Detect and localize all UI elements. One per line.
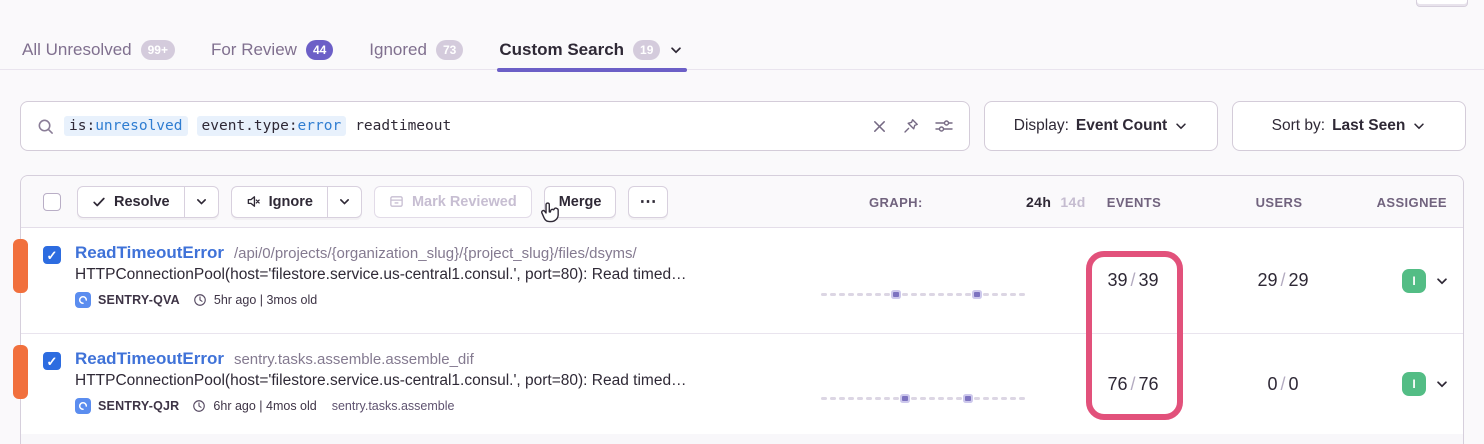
clear-search-icon[interactable] bbox=[872, 119, 887, 134]
issue-row[interactable]: ReadTimeoutError /api/0/projects/{organi… bbox=[13, 228, 1463, 333]
issue-age: 6hr ago | 4mos old bbox=[213, 399, 317, 413]
tab-count-badge: 44 bbox=[305, 40, 334, 60]
tab-count-badge: 99+ bbox=[140, 40, 175, 60]
tab-label: Custom Search bbox=[499, 40, 625, 59]
next-row-partial bbox=[21, 434, 1463, 444]
search-query[interactable]: is:unresolved event.type:error readtimeo… bbox=[64, 116, 451, 136]
issue-message: HTTPConnectionPool(host='filestore.servi… bbox=[75, 372, 687, 389]
chevron-down-icon bbox=[1174, 119, 1188, 133]
search-free-text[interactable]: readtimeout bbox=[355, 118, 452, 134]
archive-icon bbox=[389, 194, 404, 209]
resolve-split-button: Resolve bbox=[77, 185, 219, 218]
saved-search-tabs: All Unresolved 99+ For Review 44 Ignored… bbox=[22, 30, 688, 72]
row-checkbox[interactable] bbox=[43, 246, 61, 264]
resolve-dropdown-caret[interactable] bbox=[183, 186, 218, 217]
issue-culprit: sentry.tasks.assemble.assemble_dif bbox=[233, 351, 474, 368]
checkmark-icon bbox=[92, 195, 106, 209]
tab-label: For Review bbox=[210, 40, 297, 59]
more-actions-button[interactable]: ⋯ bbox=[628, 185, 669, 218]
tabbar-divider bbox=[0, 69, 1484, 70]
sort-dropdown[interactable]: Sort by: Last Seen bbox=[1232, 101, 1466, 151]
tab-count-badge: 19 bbox=[633, 40, 661, 60]
ignore-split-button: Ignore bbox=[230, 185, 362, 218]
display-label: Display: bbox=[1013, 117, 1069, 134]
assignee-selector[interactable]: I bbox=[1353, 268, 1463, 293]
graph-range-24h[interactable]: 24h bbox=[1026, 194, 1052, 210]
tab-custom-search[interactable]: Custom Search 19 bbox=[497, 30, 688, 72]
clock-icon bbox=[193, 293, 207, 307]
search-icon bbox=[37, 118, 54, 135]
issue-age: 5hr ago | 3mos old bbox=[213, 293, 318, 307]
assignee-avatar[interactable]: I bbox=[1402, 268, 1426, 293]
row-checkbox[interactable] bbox=[43, 352, 61, 370]
chevron-down-icon bbox=[1412, 119, 1426, 133]
issue-row[interactable]: ReadTimeoutError sentry.tasks.assemble.a… bbox=[13, 333, 1463, 434]
graph-range-14d[interactable]: 14d bbox=[1060, 194, 1086, 210]
tab-count-badge: 73 bbox=[435, 40, 464, 60]
search-builder-icon[interactable] bbox=[935, 118, 953, 134]
events-column-header: EVENTS bbox=[1106, 194, 1162, 210]
display-value: Event Count bbox=[1075, 117, 1168, 134]
tab-label: All Unresolved bbox=[22, 40, 132, 59]
mark-reviewed-button[interactable]: Mark Reviewed bbox=[373, 185, 532, 218]
issue-short-id[interactable]: SENTRY-QJR bbox=[98, 399, 180, 413]
events-count: 76/76 bbox=[1107, 373, 1159, 394]
merge-button[interactable]: Merge bbox=[543, 185, 617, 218]
events-sparkline bbox=[793, 292, 1053, 297]
users-count: 29/29 bbox=[1257, 270, 1309, 290]
sort-label: Sort by: bbox=[1271, 117, 1326, 134]
pin-search-icon[interactable] bbox=[903, 118, 919, 134]
select-all-checkbox[interactable] bbox=[43, 192, 61, 211]
display-dropdown[interactable]: Display: Event Count bbox=[984, 101, 1218, 151]
issue-search-bar[interactable]: is:unresolved event.type:error readtimeo… bbox=[20, 101, 970, 151]
tab-ignored[interactable]: Ignored 73 bbox=[369, 30, 464, 70]
events-sparkline bbox=[793, 395, 1053, 401]
resolve-button[interactable]: Resolve bbox=[78, 187, 184, 217]
issue-title-link[interactable]: ReadTimeoutError bbox=[75, 243, 224, 262]
sort-value: Last Seen bbox=[1332, 117, 1406, 134]
tab-label: Ignored bbox=[369, 40, 427, 59]
chevron-down-icon[interactable] bbox=[1435, 377, 1449, 391]
chevron-down-icon[interactable] bbox=[1435, 274, 1449, 288]
issue-culprit: /api/0/projects/{organization_slug}/{pro… bbox=[233, 245, 637, 262]
users-column-header: USERS bbox=[1255, 194, 1303, 210]
search-actions bbox=[872, 118, 953, 134]
users-count: 0/0 bbox=[1267, 373, 1299, 394]
issue-title-link[interactable]: ReadTimeoutError bbox=[75, 349, 224, 368]
search-token-event-type-error[interactable]: event.type:error bbox=[196, 116, 347, 136]
issue-message: HTTPConnectionPool(host='filestore.servi… bbox=[75, 266, 687, 283]
mute-icon bbox=[246, 194, 261, 209]
list-header: Resolve Ignore bbox=[21, 176, 1463, 228]
tab-all-unresolved[interactable]: All Unresolved 99+ bbox=[22, 30, 175, 70]
error-level-indicator bbox=[13, 345, 28, 399]
issue-tag: sentry.tasks.assemble bbox=[331, 399, 455, 413]
issue-actions-toolbar: Resolve Ignore bbox=[77, 185, 669, 218]
assignee-selector[interactable]: I bbox=[1353, 372, 1463, 396]
ignore-button[interactable]: Ignore bbox=[232, 187, 327, 217]
chevron-down-icon[interactable] bbox=[669, 43, 683, 57]
events-count: 39/39 bbox=[1107, 270, 1159, 290]
assignee-column-header: ASSIGNEE bbox=[1376, 194, 1447, 210]
ignore-dropdown-caret[interactable] bbox=[326, 186, 361, 217]
error-level-indicator bbox=[13, 239, 28, 293]
clock-icon bbox=[192, 399, 206, 413]
graph-column-header: GRAPH: bbox=[869, 194, 923, 210]
project-icon bbox=[75, 398, 91, 414]
issues-panel: Resolve Ignore bbox=[13, 175, 1464, 444]
tab-for-review[interactable]: For Review 44 bbox=[210, 30, 334, 70]
partial-overlay-box bbox=[1416, 0, 1468, 7]
issue-short-id[interactable]: SENTRY-QVA bbox=[98, 293, 180, 307]
assignee-avatar[interactable]: I bbox=[1402, 372, 1426, 396]
project-icon bbox=[75, 292, 91, 308]
search-token-is-unresolved[interactable]: is:unresolved bbox=[64, 116, 188, 136]
